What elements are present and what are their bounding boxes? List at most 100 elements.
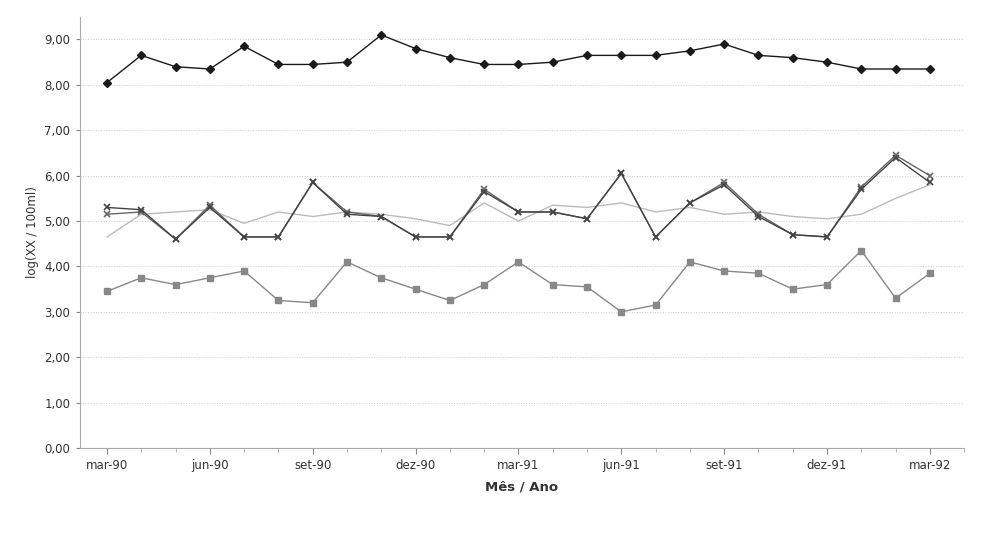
Line: MES 37º: MES 37º (104, 248, 932, 315)
SAP 3,5% (719, 179, 731, 186)
MES 22º (341, 209, 353, 216)
NTB (341, 59, 353, 66)
NTB (204, 66, 216, 72)
MES 37º (204, 274, 216, 281)
MES 22º (752, 209, 764, 216)
MES 22º (581, 204, 593, 211)
MES 37º (787, 286, 799, 292)
MES 37º (650, 302, 662, 309)
MES 37º (581, 283, 593, 290)
MES 22º (650, 209, 662, 216)
NTB (478, 61, 490, 68)
MES 37º (821, 281, 833, 288)
MES 37º (890, 295, 902, 302)
SAP 3,5% (307, 179, 319, 186)
MES 22º (135, 211, 147, 218)
SAP 1,75% (376, 213, 388, 220)
MES 37º (444, 297, 456, 304)
SAP 1,75% (684, 199, 696, 206)
SAP 3,5% (101, 211, 113, 218)
MES 37º (135, 274, 147, 281)
SAP 3,5% (856, 184, 868, 190)
SAP 3,5% (615, 170, 627, 177)
MES 22º (307, 213, 319, 220)
NTB (684, 48, 696, 54)
SAP 3,5% (272, 234, 284, 240)
NTB (615, 52, 627, 59)
Line: SAP 1,75%: SAP 1,75% (103, 154, 933, 242)
SAP 3,5% (478, 186, 490, 193)
MES 37º (684, 259, 696, 265)
NTB (135, 52, 147, 59)
SAP 3,5% (890, 152, 902, 158)
SAP 1,75% (170, 236, 182, 242)
SAP 3,5% (924, 172, 936, 179)
MES 37º (547, 281, 559, 288)
NTB (410, 45, 421, 52)
SAP 3,5% (444, 234, 456, 240)
NTB (307, 61, 319, 68)
X-axis label: Mês / Ano: Mês / Ano (485, 480, 559, 493)
NTB (101, 80, 113, 86)
MES 22º (513, 218, 525, 225)
SAP 3,5% (581, 216, 593, 222)
MES 37º (513, 259, 525, 265)
SAP 1,75% (615, 170, 627, 177)
SAP 3,5% (376, 213, 388, 220)
MES 22º (924, 181, 936, 188)
MES 22º (684, 204, 696, 211)
MES 37º (615, 309, 627, 315)
MES 37º (478, 281, 490, 288)
MES 22º (272, 209, 284, 216)
NTB (170, 63, 182, 70)
SAP 3,5% (341, 209, 353, 216)
SAP 3,5% (410, 234, 421, 240)
SAP 3,5% (204, 202, 216, 208)
SAP 3,5% (170, 236, 182, 242)
SAP 1,75% (752, 213, 764, 220)
MES 22º (170, 209, 182, 216)
SAP 3,5% (821, 234, 833, 240)
SAP 1,75% (856, 186, 868, 193)
NTB (856, 66, 868, 72)
SAP 1,75% (272, 234, 284, 240)
MES 37º (752, 270, 764, 277)
SAP 1,75% (135, 206, 147, 213)
NTB (444, 54, 456, 61)
Line: NTB: NTB (104, 32, 932, 85)
MES 22º (204, 206, 216, 213)
MES 22º (719, 211, 731, 218)
NTB (376, 31, 388, 38)
NTB (890, 66, 902, 72)
NTB (787, 54, 799, 61)
SAP 3,5% (752, 211, 764, 218)
SAP 3,5% (135, 209, 147, 216)
MES 22º (890, 195, 902, 202)
MES 37º (410, 286, 421, 292)
SAP 1,75% (547, 209, 559, 216)
SAP 3,5% (684, 199, 696, 206)
NTB (719, 41, 731, 48)
SAP 1,75% (410, 234, 421, 240)
MES 22º (101, 234, 113, 240)
MES 37º (170, 281, 182, 288)
MES 22º (547, 202, 559, 208)
NTB (581, 52, 593, 59)
SAP 1,75% (444, 234, 456, 240)
MES 22º (239, 220, 250, 227)
NTB (752, 52, 764, 59)
SAP 1,75% (924, 179, 936, 186)
SAP 1,75% (204, 204, 216, 211)
SAP 1,75% (513, 209, 525, 216)
NTB (924, 66, 936, 72)
MES 37º (101, 288, 113, 295)
SAP 1,75% (787, 231, 799, 238)
SAP 1,75% (239, 234, 250, 240)
SAP 1,75% (478, 188, 490, 195)
MES 37º (341, 259, 353, 265)
SAP 1,75% (341, 211, 353, 218)
SAP 1,75% (101, 204, 113, 211)
SAP 3,5% (513, 209, 525, 216)
MES 22º (615, 199, 627, 206)
NTB (650, 52, 662, 59)
